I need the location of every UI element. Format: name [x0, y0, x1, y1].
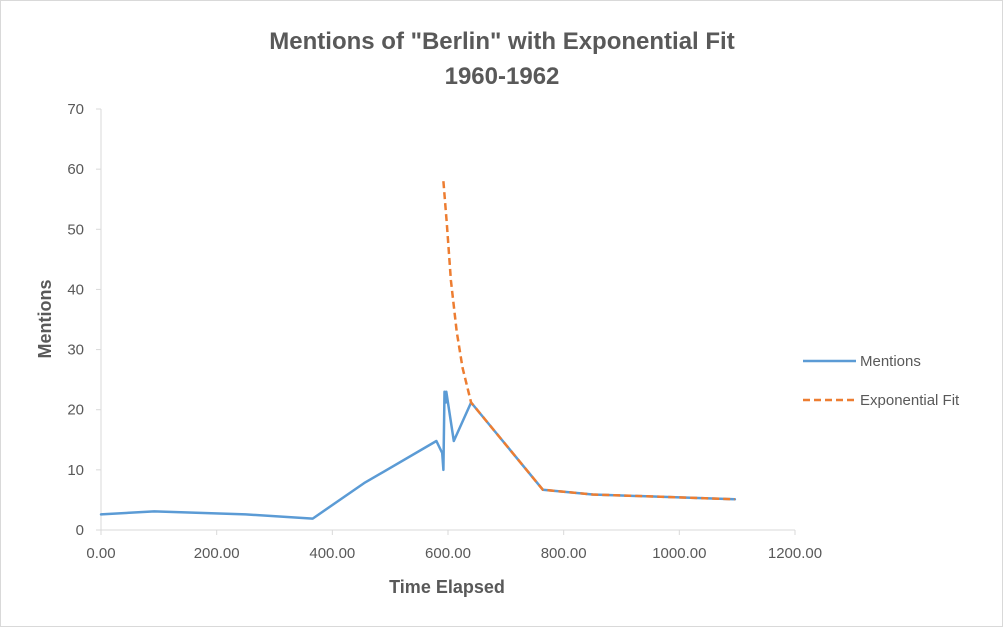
series-line-mentions [99, 390, 737, 520]
x-tick-label: 0.00 [86, 545, 115, 562]
axes: 0 10 20 30 40 50 60 70 0.00 200.00 400.00 600.00 800… [67, 101, 822, 562]
y-tick-label: 70 [67, 101, 84, 118]
x-tick-label: 800.00 [541, 545, 587, 562]
x-axis-label: Time Elapsed [389, 577, 505, 597]
series-line-exponential-fit [442, 181, 735, 501]
legend-label-mentions: Mentions [860, 353, 921, 370]
y-tick-label: 20 [67, 402, 84, 419]
y-tick-label: 50 [67, 221, 84, 238]
x-tick-label: 600.00 [425, 545, 471, 562]
legend-label-exponential-fit: Exponential Fit [860, 392, 960, 409]
y-tick-label: 0 [76, 522, 84, 539]
y-tick-label: 10 [67, 462, 84, 479]
legend: Mentions Exponential Fit [803, 353, 960, 409]
chart-subtitle: 1960-1962 [445, 63, 560, 90]
y-tick-label: 40 [67, 281, 84, 298]
chart-title: Mentions of "Berlin" with Exponential Fi… [269, 28, 734, 55]
x-tick-label: 200.00 [194, 545, 240, 562]
series-layer [99, 181, 737, 520]
x-tick-label: 1200.00 [768, 545, 822, 562]
y-axis-label: Mentions [35, 280, 55, 359]
x-tick-label: 1000.00 [652, 545, 706, 562]
y-tick-label: 60 [67, 161, 84, 178]
y-tick-label: 30 [67, 342, 84, 359]
x-tick-label: 400.00 [309, 545, 355, 562]
